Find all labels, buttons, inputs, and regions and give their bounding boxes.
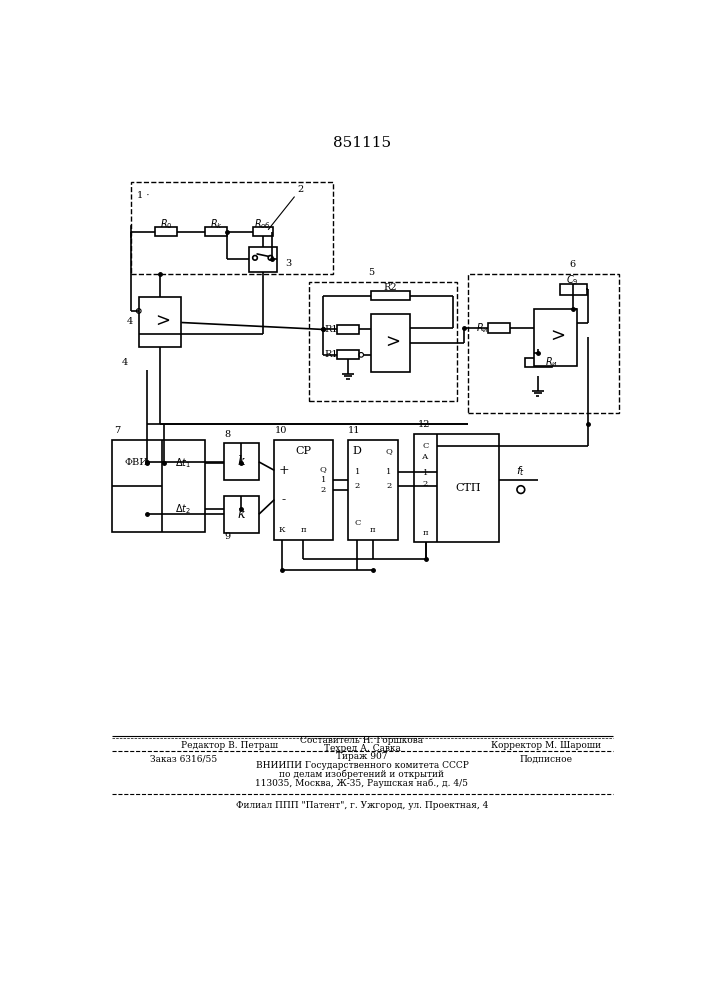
- Bar: [468, 274, 619, 413]
- Bar: [224, 496, 259, 533]
- Text: $f_t$: $f_t$: [516, 464, 525, 478]
- Bar: [274, 440, 332, 540]
- Bar: [489, 323, 510, 333]
- Text: 11: 11: [348, 426, 361, 435]
- Bar: [206, 227, 227, 236]
- Text: Редактор В. Петраш: Редактор В. Петраш: [182, 741, 279, 750]
- Text: п: п: [370, 526, 375, 534]
- Text: $\Delta t_1$: $\Delta t_1$: [175, 456, 191, 470]
- Text: $R_0$: $R_0$: [160, 217, 173, 231]
- Text: СР: СР: [295, 446, 311, 456]
- Text: 8: 8: [224, 430, 230, 439]
- Text: ФВИ: ФВИ: [124, 458, 148, 467]
- Bar: [337, 325, 359, 334]
- Text: 12: 12: [418, 420, 431, 429]
- Text: R1: R1: [324, 325, 338, 334]
- Text: ВНИИПИ Государственного комитета СССР: ВНИИПИ Государственного комитета СССР: [255, 761, 469, 770]
- Bar: [534, 309, 577, 366]
- Text: Корректор М. Шароши: Корректор М. Шароши: [491, 741, 601, 750]
- Text: Заказ 6316/55: Заказ 6316/55: [151, 755, 218, 764]
- Bar: [112, 440, 204, 532]
- Bar: [348, 440, 398, 540]
- Text: 2: 2: [423, 480, 428, 488]
- Text: СТП: СТП: [455, 483, 481, 493]
- Text: 1: 1: [387, 468, 392, 476]
- Bar: [224, 443, 259, 480]
- Text: D: D: [353, 446, 362, 456]
- Text: 2: 2: [320, 486, 326, 494]
- Text: $R_и$: $R_и$: [545, 356, 559, 369]
- Text: 1: 1: [355, 468, 360, 476]
- Text: -: -: [281, 493, 286, 506]
- Text: 1: 1: [423, 469, 428, 477]
- Text: Техред А. Савка: Техред А. Савка: [324, 744, 400, 753]
- Text: 5: 5: [368, 268, 374, 277]
- Text: 4: 4: [122, 358, 128, 367]
- Text: k: k: [238, 508, 245, 521]
- Text: 10: 10: [274, 426, 287, 435]
- Text: С: С: [422, 442, 428, 450]
- Text: п: п: [300, 526, 306, 534]
- Text: Подписное: Подписное: [519, 755, 572, 764]
- Text: $R_и$: $R_и$: [476, 321, 489, 335]
- Text: $\Delta t_2$: $\Delta t_2$: [175, 502, 191, 516]
- Text: Филиал ППП "Патент", г. Ужгород, ул. Проектная, 4: Филиал ППП "Патент", г. Ужгород, ул. Про…: [235, 801, 488, 810]
- Bar: [155, 227, 177, 236]
- Bar: [309, 282, 457, 401]
- Text: $C_9$: $C_9$: [566, 273, 579, 287]
- Text: 6: 6: [570, 260, 575, 269]
- Text: 7: 7: [114, 426, 120, 435]
- Text: п: п: [423, 529, 428, 537]
- Text: $R_{об}$: $R_{об}$: [255, 217, 271, 231]
- Text: Составитель Н. Горшкова: Составитель Н. Горшкова: [300, 736, 423, 745]
- Text: R2: R2: [384, 283, 397, 292]
- Text: 2: 2: [298, 185, 304, 194]
- Text: 1 ·: 1 ·: [137, 191, 150, 200]
- Text: 4: 4: [127, 317, 133, 326]
- Text: С: С: [354, 519, 361, 527]
- Bar: [371, 291, 410, 300]
- Text: >: >: [385, 334, 400, 352]
- Bar: [253, 227, 273, 236]
- Bar: [337, 350, 359, 359]
- Text: 2: 2: [387, 482, 392, 490]
- Bar: [371, 314, 410, 372]
- Text: А: А: [422, 453, 428, 461]
- Text: >: >: [156, 313, 170, 331]
- Bar: [414, 434, 499, 542]
- Text: R1: R1: [324, 350, 338, 359]
- Bar: [249, 247, 276, 272]
- Text: $R_k$: $R_k$: [210, 217, 223, 231]
- Text: 2: 2: [355, 482, 360, 490]
- Text: >: >: [550, 328, 565, 346]
- Text: 851115: 851115: [333, 136, 391, 150]
- Text: Тираж 907: Тираж 907: [337, 752, 387, 761]
- Text: 1: 1: [320, 476, 326, 484]
- Bar: [559, 284, 587, 295]
- Text: Q: Q: [320, 465, 327, 473]
- Text: 113035, Москва, Ж-35, Раушская наб., д. 4/5: 113035, Москва, Ж-35, Раушская наб., д. …: [255, 779, 469, 788]
- Text: +: +: [279, 464, 289, 477]
- Bar: [131, 182, 332, 274]
- Text: Q: Q: [385, 447, 392, 455]
- Text: по делам изобретений и открытий: по делам изобретений и открытий: [279, 770, 445, 779]
- Text: 3: 3: [285, 259, 291, 268]
- Text: k: k: [238, 455, 245, 468]
- Text: К: К: [279, 526, 286, 534]
- Text: 9: 9: [224, 532, 230, 541]
- Bar: [525, 358, 552, 367]
- Bar: [139, 297, 182, 347]
